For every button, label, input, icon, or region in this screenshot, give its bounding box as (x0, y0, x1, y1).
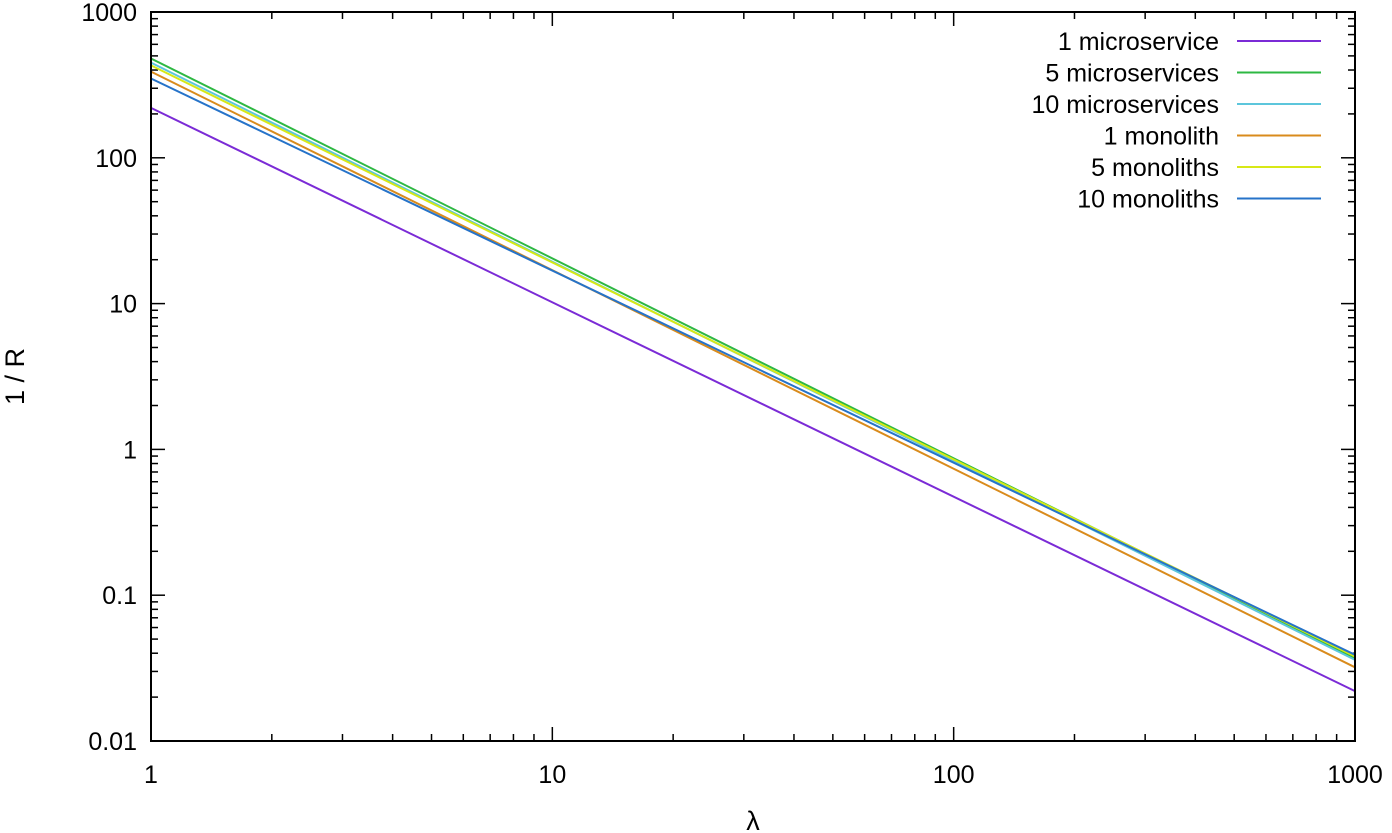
axis-ticks (150, 11, 1356, 742)
legend-label: 5 microservices (1045, 60, 1219, 88)
tick-labels: 1 10 100 1000 0.01 0.1 1 10 100 1000 (81, 0, 1382, 789)
legend-label: 1 monolith (1104, 123, 1219, 151)
series-line-0 (150, 107, 1356, 692)
legend-label: 10 microservices (1031, 91, 1219, 119)
y-tick-label: 1000 (81, 0, 137, 27)
series-line-5 (150, 77, 1356, 656)
y-tick-label: 100 (95, 145, 137, 173)
y-tick-label: 1 (123, 436, 137, 464)
legend-label: 1 microservice (1058, 28, 1219, 56)
y-tick-label: 0.01 (88, 728, 137, 756)
x-tick-label: 100 (933, 761, 975, 789)
y-tick-label: 0.1 (102, 582, 137, 610)
y-tick-label: 10 (109, 291, 137, 319)
x-tick-label: 1 (144, 761, 158, 789)
series-lines (150, 57, 1356, 692)
series-line-3 (150, 70, 1356, 669)
legend: 1 microservice 5 microservices 10 microser… (1031, 28, 1321, 214)
x-axis-label: λ (746, 806, 760, 833)
plot-frame (150, 11, 1356, 742)
x-tick-label: 1000 (1327, 761, 1383, 789)
legend-label: 5 monoliths (1091, 154, 1219, 182)
y-axis-label: 1 / R (0, 348, 30, 405)
legend-label: 10 monoliths (1077, 186, 1219, 214)
x-tick-label: 10 (538, 761, 566, 789)
